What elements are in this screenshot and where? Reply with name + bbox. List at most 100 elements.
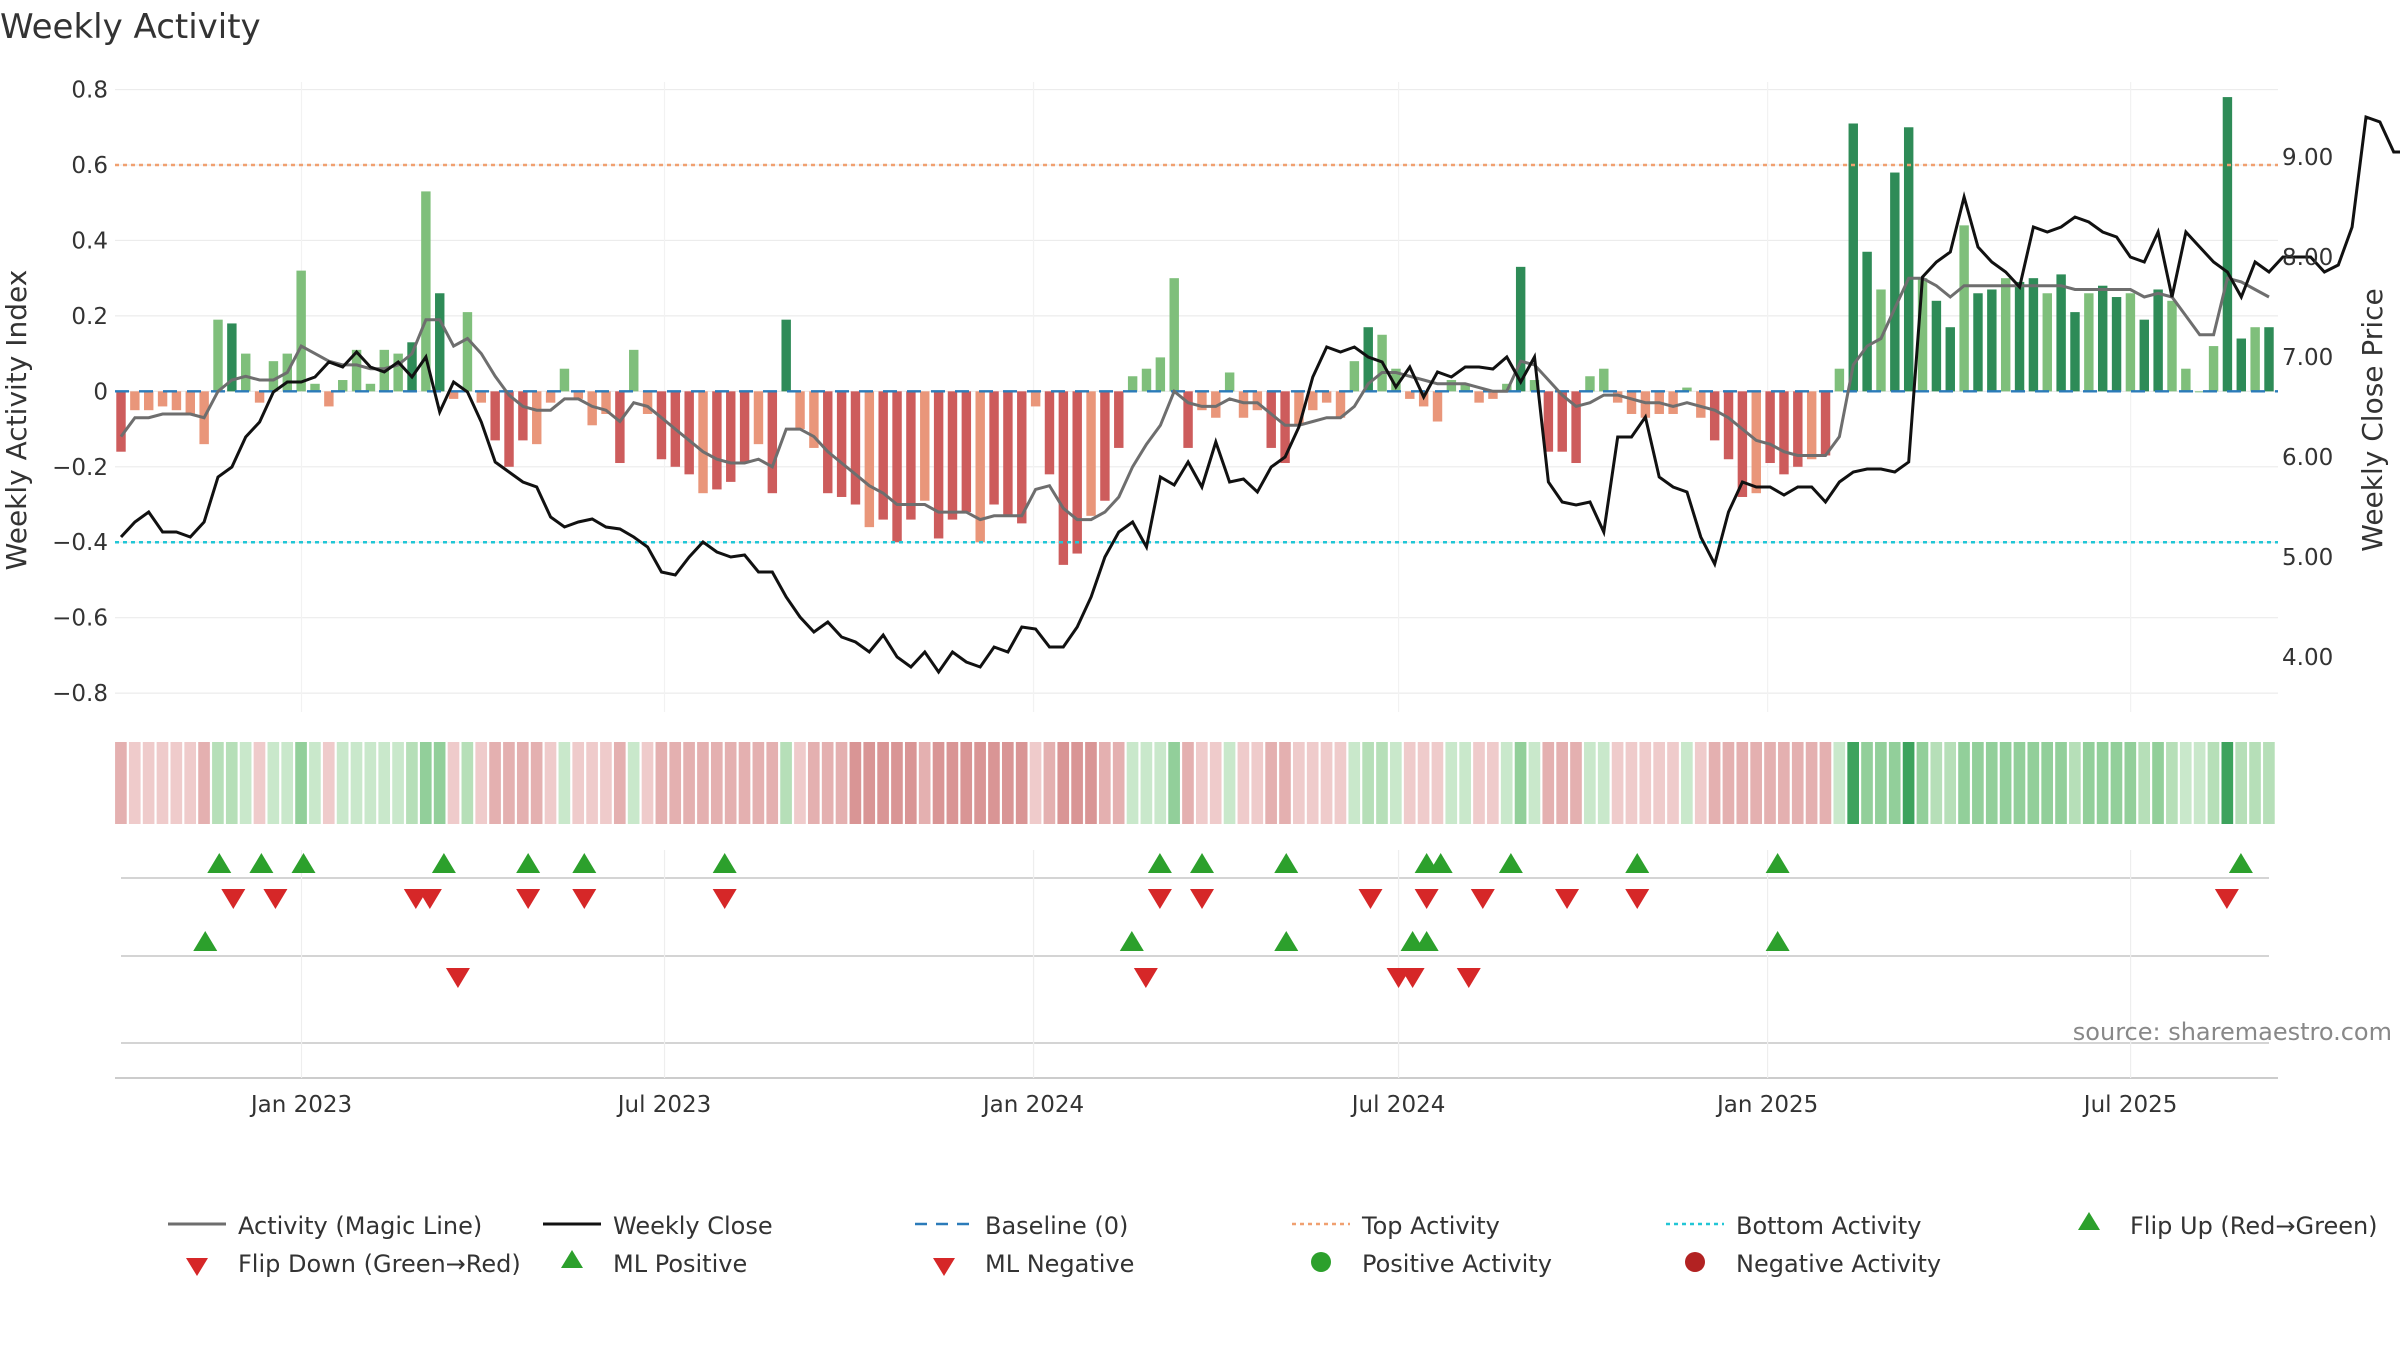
x-tick-label: Jul 2024 bbox=[1350, 1092, 1446, 1118]
right-tick-label: 6.00 bbox=[2282, 445, 2333, 471]
strip-cell bbox=[558, 742, 571, 824]
strip-cell bbox=[2041, 742, 2053, 824]
activity-bar bbox=[1959, 225, 1969, 392]
strip-cell bbox=[115, 742, 127, 824]
activity-bar bbox=[518, 391, 528, 441]
strip-cell bbox=[1168, 742, 1180, 824]
strip-cell bbox=[447, 742, 460, 824]
activity-bar bbox=[684, 391, 694, 475]
activity-bar bbox=[1017, 391, 1027, 524]
left-tick-label: 0.2 bbox=[71, 304, 108, 330]
triangle-down-marker bbox=[1625, 889, 1650, 909]
strip-cell bbox=[1251, 742, 1264, 824]
strip-cell bbox=[2013, 742, 2026, 824]
legend-label: Baseline (0) bbox=[985, 1212, 1128, 1240]
triangle-up-marker bbox=[712, 853, 737, 873]
triangle-up-marker bbox=[249, 853, 274, 873]
activity-bar bbox=[338, 380, 348, 392]
activity-bar bbox=[642, 391, 653, 414]
activity-bar bbox=[1793, 391, 1803, 467]
strip-cell bbox=[1154, 742, 1167, 824]
activity-bar bbox=[130, 391, 140, 411]
strip-cell bbox=[1944, 742, 1956, 824]
activity-bar bbox=[1169, 278, 1179, 392]
activity-bar bbox=[961, 391, 972, 513]
activity-bar bbox=[1737, 391, 1748, 497]
strip-cell bbox=[267, 742, 280, 824]
strip-cell bbox=[932, 742, 945, 824]
strip-cell bbox=[1182, 742, 1194, 824]
activity-bar bbox=[892, 391, 902, 543]
strip-cell bbox=[1778, 742, 1790, 824]
strip-cell bbox=[1417, 742, 1430, 824]
activity-bar bbox=[878, 391, 888, 520]
activity-bar bbox=[532, 391, 542, 445]
strip-cell bbox=[156, 742, 169, 824]
x-tick-label: Jul 2025 bbox=[2082, 1092, 2178, 1118]
activity-bar bbox=[2139, 319, 2149, 392]
triangle-up-marker bbox=[193, 931, 218, 951]
activity-bar bbox=[2028, 278, 2039, 392]
strip-cell bbox=[738, 742, 751, 824]
strip-cell bbox=[2096, 742, 2109, 824]
activity-bar bbox=[1100, 391, 1110, 501]
strip-cell bbox=[1209, 742, 1222, 824]
activity-bar bbox=[1044, 391, 1055, 475]
activity-bar bbox=[573, 391, 584, 399]
strip-cell bbox=[1320, 742, 1333, 824]
activity-bar bbox=[2194, 391, 2205, 393]
activity-bar bbox=[1474, 391, 1484, 403]
activity-bar bbox=[351, 349, 362, 392]
strip-cell bbox=[253, 742, 266, 824]
right-tick-label: 5.00 bbox=[2282, 545, 2333, 571]
activity-bar bbox=[1543, 391, 1554, 452]
strip-cell bbox=[1611, 742, 1624, 824]
triangle-down-marker bbox=[263, 889, 288, 909]
legend-label: Flip Down (Green→Red) bbox=[238, 1250, 521, 1278]
strip-cell bbox=[530, 742, 543, 824]
activity-bar bbox=[241, 353, 251, 392]
triangle-up-marker bbox=[1274, 931, 1299, 951]
strip-cell bbox=[724, 742, 737, 824]
activity-bar bbox=[836, 391, 847, 497]
strip-cell bbox=[1916, 742, 1929, 824]
activity-bar bbox=[310, 383, 320, 392]
activity-bar bbox=[1280, 391, 1290, 464]
strip-cell bbox=[1930, 742, 1943, 824]
strip-cell bbox=[142, 742, 155, 824]
triangle-down-marker bbox=[1400, 968, 1425, 988]
triangle-down-marker bbox=[572, 889, 597, 909]
activity-bar bbox=[712, 391, 722, 490]
activity-bar bbox=[1349, 361, 1360, 392]
triangle-up-marker bbox=[1190, 853, 1215, 873]
strip-cell bbox=[1999, 742, 2012, 824]
strip-cell bbox=[2235, 742, 2248, 824]
activity-bar bbox=[823, 391, 833, 494]
strip-cell bbox=[2207, 742, 2220, 824]
strip-cell bbox=[503, 742, 515, 824]
strip-cell bbox=[1625, 742, 1638, 824]
activity-bar bbox=[629, 349, 639, 392]
strip-cell bbox=[1237, 742, 1250, 824]
activity-bar bbox=[476, 391, 487, 403]
triangle-down-marker bbox=[712, 889, 737, 909]
strip-cell bbox=[1875, 742, 1887, 824]
triangle-down-marker bbox=[516, 889, 541, 909]
signal-markers bbox=[115, 850, 2278, 1079]
strip-cell bbox=[1459, 742, 1471, 824]
activity-bar bbox=[407, 342, 417, 392]
triangle-down-marker bbox=[1133, 968, 1158, 988]
triangle-down-marker bbox=[1190, 889, 1215, 909]
activity-bar bbox=[268, 361, 279, 392]
activity-bar bbox=[2167, 300, 2177, 392]
activity-bar bbox=[2208, 346, 2219, 392]
legend-label: Weekly Close bbox=[613, 1212, 773, 1240]
strip-cell bbox=[1403, 742, 1416, 824]
strip-cell bbox=[1833, 742, 1846, 824]
strip-cell bbox=[960, 742, 973, 824]
activity-bar bbox=[1183, 391, 1193, 448]
strip-cell bbox=[1500, 742, 1513, 824]
strip-cell bbox=[1722, 742, 1735, 824]
triangle-down-marker bbox=[445, 968, 470, 988]
